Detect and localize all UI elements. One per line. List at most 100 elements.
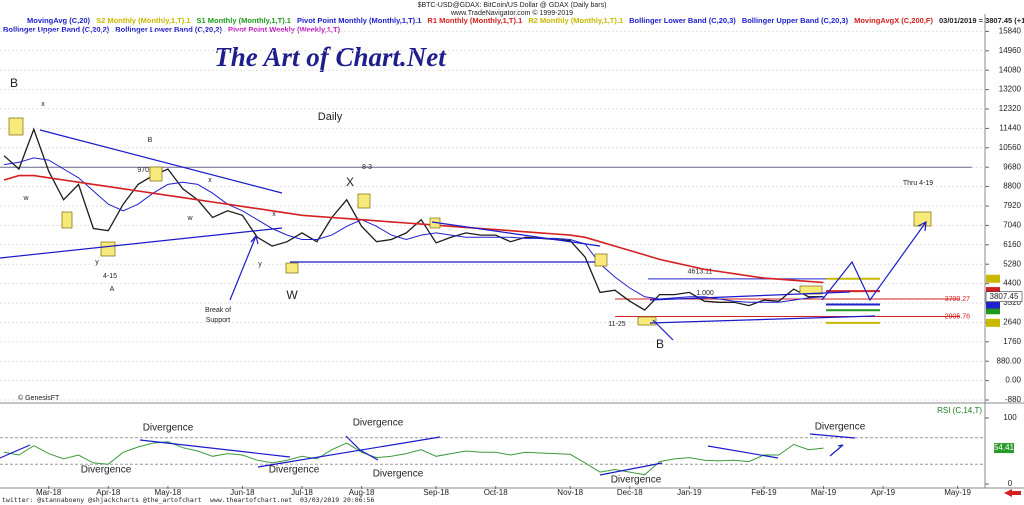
chart-header-title: $BTC-USD@GDAX: BitCoin/US Dollar @ GDAX … [418, 2, 607, 9]
x-tick-label: Apr-18 [96, 488, 121, 497]
x-tick-label: Mar-19 [811, 488, 837, 497]
chart-header-source: www.TradeNavigator.com © 1999-2019 [450, 9, 573, 17]
axis-marker [986, 287, 1000, 296]
trend-line [139, 439, 291, 458]
y-tick-label: 7920 [1003, 201, 1021, 210]
annotation: x [41, 101, 45, 108]
pattern-box [8, 117, 24, 136]
pattern-box [100, 241, 116, 257]
pattern-box [149, 166, 163, 182]
x-tick-label: Aug-18 [349, 488, 375, 497]
plot: MovingAvg (C,20) S2 Monthly (Monthly,1,T)… [0, 16, 1024, 504]
quote: 03/01/2019 = 3807.45 (+15.31) [939, 16, 1024, 25]
annotation: B [10, 76, 18, 90]
axis-marker [986, 318, 1000, 327]
annotation: 4-15 [103, 273, 117, 280]
annotation: w [186, 215, 193, 222]
footer-text: www.theartofchart.net [210, 496, 292, 504]
y-tick-label: 0.00 [1005, 376, 1021, 385]
annotation: 11-25 [608, 321, 625, 328]
y-tick-label: 4400 [1003, 279, 1021, 288]
legend-entry: Pivot Point Weekly (Weekly,1,T) [228, 25, 341, 34]
pattern-box [637, 316, 657, 326]
annotation: Support [206, 317, 231, 324]
price-label: 3807.45 [990, 292, 1019, 301]
legend-entry: MovingAvgX (C,200,F) [854, 16, 933, 25]
rsi-title: RSI (C,14,T) [937, 406, 982, 415]
annotation: © GenesisFT [18, 394, 60, 402]
level-label: 3700.27 [945, 296, 970, 303]
pattern-box [357, 193, 371, 209]
trend-line [599, 462, 663, 476]
y-tick-label: 5280 [1003, 259, 1021, 268]
arrow [821, 221, 927, 302]
series-line [3, 441, 824, 476]
trend-line [707, 445, 779, 459]
y-tick-label: 1760 [1003, 337, 1021, 346]
divergence-label: Divergence [353, 418, 404, 429]
x-tick-label: Jan-19 [677, 488, 702, 497]
y-tick-label: 9680 [1003, 162, 1021, 171]
y-tick-label: 14960 [999, 46, 1022, 55]
y-tick-label: 15840 [999, 27, 1022, 36]
x-tick-label: May-19 [944, 488, 971, 497]
axis-marker [986, 306, 1000, 315]
divergence-label: Divergence [143, 423, 194, 434]
trend-line [649, 315, 876, 324]
x-tick-label: Jun-18 [230, 488, 255, 497]
legend-entry: S2 Monthly (Monthly,1,T).1 [96, 16, 190, 25]
rsi-tick-label: 0 [1008, 479, 1013, 488]
divergence-label: Divergence [269, 465, 320, 476]
legend-entry: Bollinger Lower Band (C,20,2) [115, 25, 222, 34]
x-tick-label: Oct-18 [484, 488, 509, 497]
trend-line [257, 436, 441, 468]
divergence-label: Divergence [815, 422, 866, 433]
axis-marker [986, 300, 1000, 309]
x-tick-label: Feb-19 [751, 488, 777, 497]
annotation: y [95, 259, 99, 266]
annotation: w [22, 195, 29, 202]
axis-marker [986, 274, 1000, 283]
annotation: B [656, 337, 664, 351]
annotation: 1.000 [696, 290, 714, 297]
arrow-head [250, 234, 259, 245]
brand: The Art of Chart.Net [214, 42, 447, 72]
y-tick-label: 12320 [999, 104, 1022, 113]
annotation: x [272, 211, 276, 218]
price-box [985, 291, 1023, 302]
annotation: x [208, 177, 212, 184]
legend-entry: S1 Monthly (Monthly,1,T).1 [197, 16, 291, 25]
y-tick-label: 6160 [1003, 240, 1021, 249]
footer-text: twitter: @stannaboeny @shjackcharts @the… [2, 496, 202, 504]
pattern-boxes [8, 117, 932, 326]
y-tick-label: -880 [1005, 395, 1022, 404]
arrow-head [917, 220, 927, 232]
y-tick-label: 3520 [1003, 298, 1021, 307]
y-tick-label: 10560 [999, 143, 1022, 152]
divergence-label: Divergence [611, 475, 662, 486]
trend-line [649, 291, 851, 301]
series-line [3, 127, 824, 311]
pattern-box [285, 262, 299, 274]
trend-line [0, 227, 283, 259]
trend-line [431, 221, 601, 247]
rsi-tick-label: 100 [1003, 413, 1017, 422]
x-tick-label: Dec-18 [617, 488, 643, 497]
scroll-arrow[interactable] [1004, 489, 1021, 497]
annotation: W [286, 288, 298, 302]
annotation: 8-3 [362, 164, 372, 171]
legend-entry: Bollinger Upper Band (C,20,2) [3, 25, 110, 34]
footer-text: 03/03/2019 20:06:56 [300, 496, 374, 504]
legend-entry: R2 Monthly (Monthly,1,T).1 [528, 16, 623, 25]
y-tick-label: 7040 [1003, 221, 1021, 230]
x-tick-label: Mar-18 [36, 488, 62, 497]
annotation: B [148, 137, 153, 144]
legend-entry: Bollinger Lower Band (C,20,3) [629, 16, 736, 25]
x-tick-label: Nov-18 [557, 488, 583, 497]
y-tick-label: 11440 [999, 124, 1021, 133]
divergence-label: Divergence [373, 469, 424, 480]
y-tick-label: 8800 [1003, 182, 1021, 191]
legend-entry: R1 Monthly (Monthly,1,T).1 [427, 16, 522, 25]
arrow [345, 435, 379, 461]
